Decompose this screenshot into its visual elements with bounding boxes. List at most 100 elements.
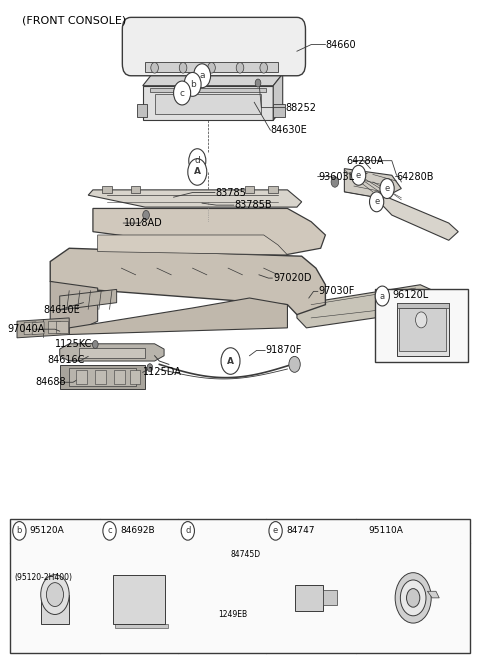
Polygon shape [79, 348, 145, 359]
Text: 1249EB: 1249EB [218, 610, 248, 619]
Polygon shape [69, 368, 136, 386]
Polygon shape [399, 308, 446, 351]
Polygon shape [41, 595, 69, 624]
Text: 96120L: 96120L [392, 290, 429, 300]
Polygon shape [88, 190, 301, 207]
Polygon shape [48, 320, 60, 333]
Text: 95110A: 95110A [368, 527, 403, 535]
Circle shape [289, 357, 300, 373]
Polygon shape [131, 186, 140, 193]
Text: 1125KC: 1125KC [55, 339, 92, 349]
Circle shape [269, 522, 282, 540]
Circle shape [416, 312, 427, 328]
Text: 84747: 84747 [286, 527, 314, 535]
Text: A: A [227, 357, 234, 365]
Text: 93603L: 93603L [318, 172, 354, 181]
Polygon shape [150, 88, 266, 92]
Polygon shape [396, 302, 449, 308]
Text: b: b [190, 80, 195, 89]
Text: a: a [199, 72, 205, 80]
Text: 84616C: 84616C [48, 355, 85, 365]
Circle shape [375, 286, 389, 306]
Circle shape [407, 589, 420, 607]
Polygon shape [50, 282, 97, 334]
Text: 84660: 84660 [325, 39, 356, 50]
Text: 83785B: 83785B [234, 200, 272, 210]
Circle shape [147, 364, 153, 372]
Polygon shape [297, 285, 439, 328]
Text: 84630E: 84630E [271, 125, 308, 135]
Polygon shape [17, 318, 69, 338]
Text: a: a [380, 292, 385, 300]
Polygon shape [245, 186, 254, 193]
Text: 97030F: 97030F [318, 286, 355, 296]
Circle shape [41, 575, 69, 614]
Circle shape [179, 62, 187, 73]
Polygon shape [69, 298, 288, 334]
Polygon shape [76, 370, 87, 384]
Text: 1018AD: 1018AD [124, 218, 163, 228]
Polygon shape [273, 104, 285, 117]
Polygon shape [32, 322, 44, 334]
Polygon shape [60, 344, 164, 361]
FancyBboxPatch shape [375, 290, 468, 363]
Polygon shape [295, 585, 323, 611]
Text: 97020D: 97020D [273, 273, 312, 283]
Polygon shape [137, 104, 147, 117]
Text: (FRONT CONSOLE): (FRONT CONSOLE) [22, 15, 126, 25]
Polygon shape [114, 370, 125, 384]
Text: (95120-2H400): (95120-2H400) [14, 573, 72, 583]
Text: e: e [273, 527, 278, 535]
Polygon shape [383, 195, 458, 240]
Polygon shape [143, 74, 283, 86]
Polygon shape [93, 209, 325, 256]
Text: 95120A: 95120A [30, 527, 65, 535]
Polygon shape [273, 74, 283, 120]
Circle shape [151, 62, 158, 73]
FancyBboxPatch shape [122, 17, 305, 76]
Polygon shape [102, 186, 112, 193]
Circle shape [188, 159, 207, 185]
Circle shape [221, 348, 240, 375]
Text: e: e [356, 171, 361, 180]
Circle shape [331, 177, 339, 187]
Polygon shape [96, 370, 106, 384]
Text: c: c [180, 88, 185, 98]
Polygon shape [97, 235, 288, 255]
Circle shape [351, 165, 366, 185]
Polygon shape [427, 591, 439, 598]
Polygon shape [323, 590, 337, 605]
Polygon shape [116, 624, 168, 628]
Circle shape [47, 583, 63, 607]
Text: 84745D: 84745D [231, 551, 261, 559]
Circle shape [143, 211, 149, 219]
Circle shape [181, 522, 194, 540]
Text: 88252: 88252 [285, 102, 316, 112]
Text: e: e [374, 197, 379, 206]
Text: 91870F: 91870F [265, 345, 302, 355]
Text: c: c [107, 527, 112, 535]
Circle shape [103, 522, 116, 540]
Circle shape [370, 192, 384, 212]
Polygon shape [60, 290, 117, 310]
Circle shape [236, 62, 244, 73]
Polygon shape [155, 94, 261, 114]
Text: 64280A: 64280A [347, 156, 384, 166]
Polygon shape [130, 370, 140, 384]
Text: d: d [185, 527, 191, 535]
FancyBboxPatch shape [10, 519, 470, 653]
Circle shape [400, 580, 426, 615]
Polygon shape [143, 86, 273, 120]
Text: b: b [17, 527, 22, 535]
Circle shape [174, 81, 191, 105]
Circle shape [93, 341, 98, 349]
Polygon shape [268, 186, 278, 193]
Polygon shape [50, 248, 325, 314]
Text: 83785: 83785 [216, 187, 246, 197]
Circle shape [260, 62, 267, 73]
Text: 84692B: 84692B [120, 527, 155, 535]
Polygon shape [396, 302, 449, 356]
Text: e: e [384, 184, 390, 193]
Circle shape [395, 573, 431, 623]
Circle shape [189, 149, 206, 173]
